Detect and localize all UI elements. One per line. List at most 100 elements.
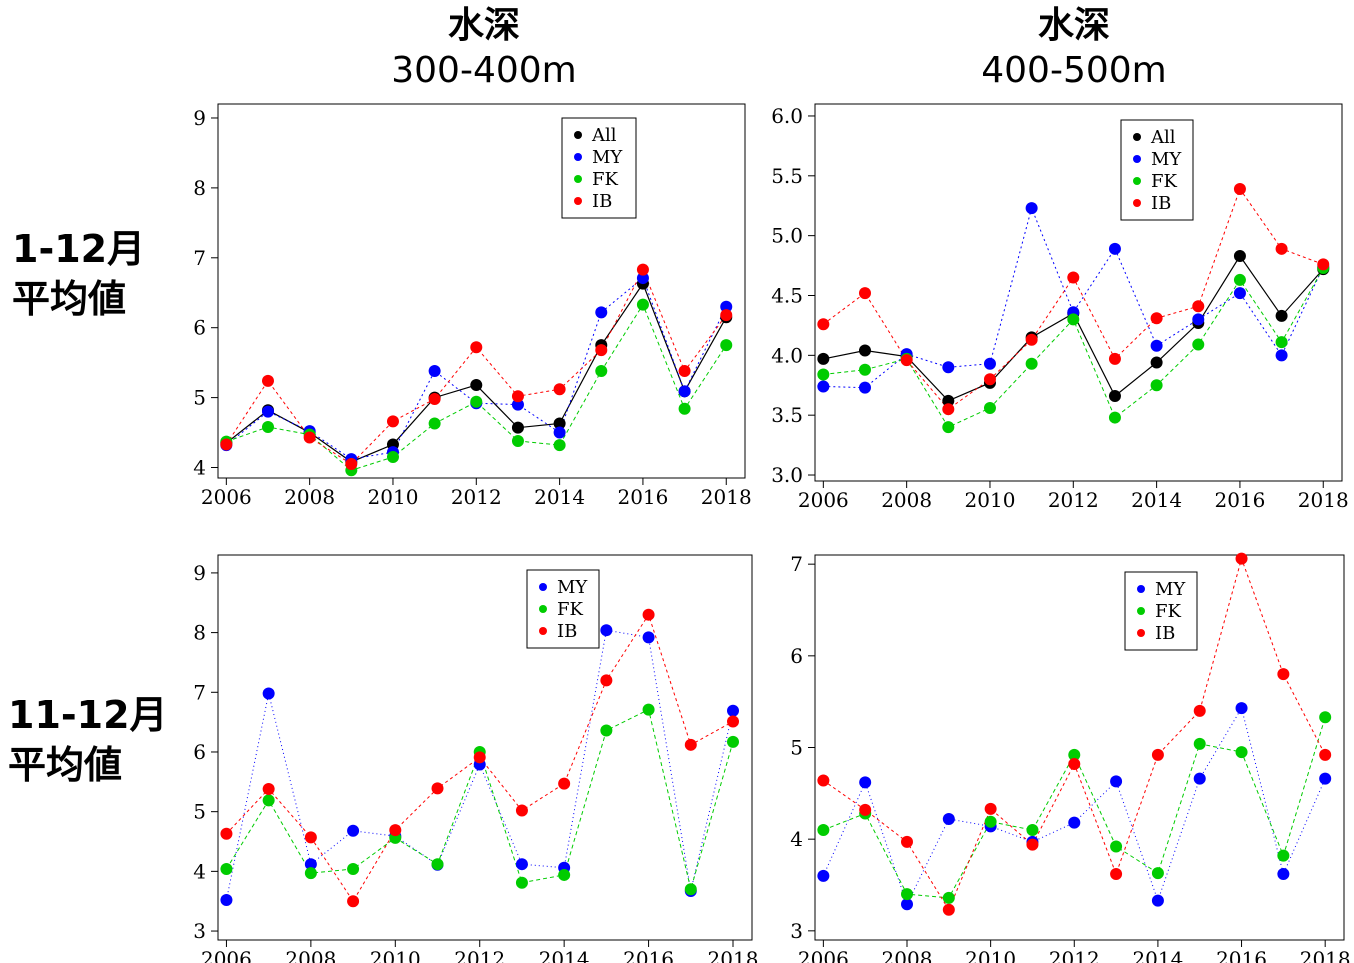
chart3-ytick-label: 9 (193, 561, 206, 585)
chart4-point-ib (1235, 552, 1248, 565)
chart2-point-ib (900, 354, 913, 367)
chart4-point-fk (1068, 748, 1081, 761)
chart3-point-ib (473, 751, 486, 764)
chart4-point-ib (1277, 668, 1290, 681)
chart4-ytick-label: 7 (790, 552, 803, 576)
chart2-legend-label-my: MY (1151, 149, 1182, 170)
chart3-ytick-label: 8 (193, 621, 206, 645)
chart3-xtick-label: 2008 (285, 947, 336, 963)
chart4-point-fk (1026, 824, 1039, 836)
chart3-point-fk (600, 724, 613, 737)
chart2-point-ib (1233, 182, 1246, 195)
column-header-left: 水深 300-400m (334, 4, 634, 94)
chart1-point-ib (511, 390, 524, 403)
chart4-legend-label-fk: FK (1155, 601, 1181, 622)
chart3-point-fk (684, 883, 697, 896)
chart3-point-my (262, 687, 275, 700)
chart2-point-ib (858, 287, 871, 300)
chart4-line-fk (823, 717, 1326, 899)
chart2-xtick-label: 2012 (1048, 488, 1099, 512)
chart4-point-my (901, 898, 913, 911)
chart2-point-fk (1192, 338, 1205, 351)
chart2-plot-frame (814, 103, 1343, 482)
chart4-xtick-label: 2006 (798, 947, 849, 963)
chart1-legend-label-my: MY (592, 147, 623, 168)
chart3-point-my (515, 858, 528, 871)
chart2-ytick-label: 5.5 (771, 164, 803, 188)
chart3-point-fk (727, 735, 740, 748)
chart2-legend-label-all: All (1150, 127, 1176, 148)
chart2-point-fk (1108, 411, 1121, 424)
chart2-legend-marker-ib (1133, 199, 1141, 207)
row-label-bottom: 11-12月 平均値 (8, 690, 183, 790)
chart3-point-fk (431, 858, 444, 871)
chart2-point-ib (942, 403, 955, 416)
chart1-point-fk (553, 439, 566, 452)
chart3-point-ib (684, 738, 697, 751)
chart1-point-fk (261, 420, 274, 433)
chart4-point-fk (901, 888, 913, 901)
chart4-ytick-label: 6 (790, 644, 803, 668)
chart4-point-fk (1235, 746, 1248, 759)
chart4-point-my (1151, 894, 1164, 907)
chart1-point-ib (386, 415, 399, 428)
chart1-legend-label-ib: IB (592, 191, 612, 212)
chart1-point-my (261, 405, 274, 418)
chart3-legend-marker-ib (539, 627, 547, 635)
chart2-point-my (1108, 242, 1121, 255)
chart3-point-fk (304, 867, 317, 880)
chart1-plot-frame (217, 103, 746, 479)
chart4-xtick-label: 2014 (1132, 947, 1183, 963)
chart4-point-ib (1026, 838, 1039, 851)
chart4-point-fk (817, 824, 830, 836)
chart4-legend-label-ib: IB (1155, 623, 1175, 644)
chart3-legend-label-fk: FK (557, 599, 583, 620)
chart4-point-ib (1110, 868, 1123, 880)
row-label-top-line1: 1-12月 (12, 227, 146, 271)
chart3-point-my (600, 624, 613, 637)
chart4-point-fk (1110, 840, 1123, 853)
chart1-point-ib (636, 263, 649, 276)
chart1-point-fk (386, 451, 399, 464)
chart2-point-all (817, 352, 830, 365)
chart4-xtick-label: 2010 (965, 947, 1016, 963)
chart2-point-ib (1317, 258, 1330, 271)
chart4-point-fk (1151, 867, 1164, 880)
chart3-point-ib (220, 827, 233, 840)
chart4-point-fk (942, 891, 955, 904)
chart3-xtick-label: 2006 (201, 947, 252, 963)
chart4-legend-marker-ib (1137, 629, 1145, 637)
chart3-point-fk (642, 703, 655, 716)
chart1-ytick-label: 4 (193, 456, 206, 480)
chart3-legend-marker-fk (539, 605, 547, 613)
chart3-point-ib (262, 782, 275, 795)
chart1-line-all (225, 282, 727, 463)
chart3-point-ib (642, 608, 655, 621)
column-header-right-line2: 400-500m (981, 50, 1167, 91)
chart4-xtick-label: 2008 (882, 947, 933, 963)
column-header-left-line1: 水深 (447, 5, 520, 46)
chart1-point-fk (470, 395, 483, 408)
chart1-ytick-label: 8 (193, 176, 206, 200)
chart2-point-my (1275, 349, 1288, 362)
chart2-point-ib (817, 318, 830, 331)
chart2-point-fk (1233, 273, 1246, 286)
chart1-ytick-label: 7 (193, 246, 206, 270)
chart4-point-ib (859, 803, 872, 816)
chart3-point-ib (515, 804, 528, 817)
chart3-point-ib (304, 831, 317, 844)
chart2-legend-marker-fk (1133, 177, 1141, 185)
chart1-point-fk (595, 365, 608, 378)
chart3-point-fk (220, 862, 233, 875)
chart3-line-fk (226, 708, 734, 892)
chart1-legend-marker-fk (574, 175, 582, 183)
chart1-point-fk (720, 339, 733, 352)
chart1-ytick-label: 6 (193, 316, 206, 340)
chart2-point-all (1150, 356, 1163, 369)
chart2-point-my (942, 361, 955, 374)
chart2-point-fk (858, 363, 871, 376)
chart2-xtick-label: 2010 (965, 488, 1016, 512)
chart3-point-fk (262, 794, 275, 807)
chart2-point-fk (817, 368, 830, 381)
chart2-ytick-label: 6.0 (771, 104, 803, 128)
